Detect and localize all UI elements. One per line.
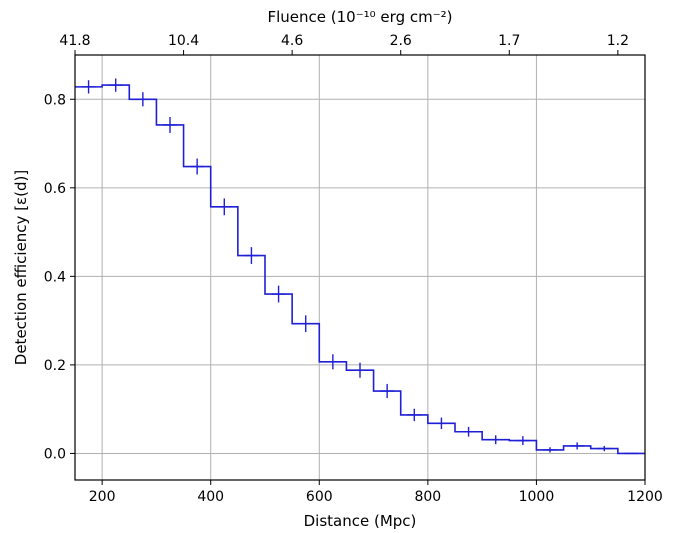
grid-lines — [75, 55, 646, 480]
data-point — [298, 315, 313, 333]
plot-frame — [74, 54, 646, 481]
x-tick-label: 200 — [89, 489, 116, 505]
data-point — [543, 447, 557, 453]
data-point — [570, 442, 585, 450]
y-tick-label: 0.8 — [44, 92, 66, 108]
x-tick-label: 600 — [306, 489, 333, 505]
y-tick-label: 0.6 — [44, 181, 66, 197]
x-tick-label: 1000 — [519, 489, 555, 505]
data-point — [515, 436, 530, 446]
data-point — [135, 92, 150, 107]
data-point — [380, 383, 395, 399]
x-tick-label: 1200 — [627, 489, 663, 505]
data-point — [163, 116, 177, 133]
x-tick-label: 800 — [414, 489, 441, 505]
data-point — [81, 80, 96, 94]
data-point — [244, 247, 259, 264]
data-point — [271, 285, 286, 303]
top-tick-label: 1.2 — [607, 33, 629, 49]
data-point — [488, 435, 503, 445]
data-point — [353, 362, 367, 378]
y-tick-label: 0.4 — [44, 269, 66, 285]
top-axis-label: Fluence (10⁻¹⁰ erg cm⁻²) — [268, 8, 453, 26]
data-point — [434, 417, 449, 430]
data-point — [108, 78, 123, 92]
efficiency-step-line — [75, 84, 645, 455]
data-point — [325, 354, 340, 370]
x-axis-label: Distance (Mpc) — [304, 512, 417, 530]
top-tick-label: 2.6 — [390, 33, 412, 49]
data-point — [407, 408, 422, 422]
data-point — [190, 158, 205, 175]
y-axis-label: Detection efficiency [ε(d)] — [12, 170, 30, 365]
top-tick-label: 4.6 — [281, 33, 303, 49]
x-tick-label: 400 — [197, 489, 224, 505]
top-tick-label: 10.4 — [168, 33, 199, 49]
data-point — [461, 426, 476, 437]
data-point — [597, 445, 612, 452]
y-tick-label: 0.0 — [44, 446, 66, 462]
axes: 200 400 600 800 1000 1200 0.0 0.2 0.4 0.6 0.8 41.8 1… — [44, 33, 663, 505]
y-tick-label: 0.2 — [44, 358, 66, 374]
top-tick-label: 1.7 — [498, 33, 520, 49]
top-tick-label: 41.8 — [59, 33, 90, 49]
data-layer — [75, 78, 645, 455]
data-point — [217, 198, 232, 216]
